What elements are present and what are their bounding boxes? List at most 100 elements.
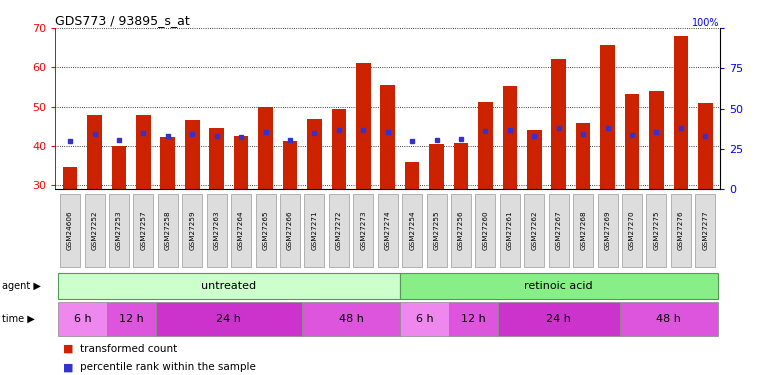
Bar bbox=[503, 86, 517, 189]
Text: 6 h: 6 h bbox=[73, 314, 91, 324]
Text: 48 h: 48 h bbox=[656, 314, 681, 324]
FancyBboxPatch shape bbox=[475, 194, 495, 267]
FancyBboxPatch shape bbox=[109, 194, 129, 267]
FancyBboxPatch shape bbox=[60, 194, 80, 267]
Text: untreated: untreated bbox=[201, 281, 256, 291]
Text: 48 h: 48 h bbox=[339, 314, 363, 324]
FancyBboxPatch shape bbox=[622, 194, 642, 267]
Text: ■: ■ bbox=[63, 344, 74, 354]
Bar bbox=[624, 94, 639, 189]
Text: GSM27273: GSM27273 bbox=[360, 211, 367, 251]
FancyBboxPatch shape bbox=[206, 194, 226, 267]
Text: GSM27269: GSM27269 bbox=[604, 211, 611, 251]
Bar bbox=[87, 116, 102, 189]
Text: GSM27256: GSM27256 bbox=[458, 211, 464, 251]
Bar bbox=[136, 116, 151, 189]
Bar bbox=[429, 144, 444, 189]
Bar bbox=[356, 63, 370, 189]
FancyBboxPatch shape bbox=[58, 273, 400, 298]
FancyBboxPatch shape bbox=[402, 194, 422, 267]
Bar bbox=[209, 128, 224, 189]
Text: GSM27271: GSM27271 bbox=[311, 211, 317, 251]
FancyBboxPatch shape bbox=[256, 194, 276, 267]
Bar bbox=[576, 123, 591, 189]
Text: GSM27253: GSM27253 bbox=[116, 211, 122, 251]
Text: GSM27252: GSM27252 bbox=[92, 211, 98, 251]
Text: 24 h: 24 h bbox=[546, 314, 571, 324]
Text: GSM27263: GSM27263 bbox=[214, 211, 219, 251]
Text: GSM27274: GSM27274 bbox=[385, 211, 390, 251]
Text: GSM27258: GSM27258 bbox=[165, 211, 171, 251]
Bar bbox=[185, 120, 199, 189]
Text: percentile rank within the sample: percentile rank within the sample bbox=[80, 363, 256, 372]
Text: 100%: 100% bbox=[692, 18, 720, 28]
Text: GSM27262: GSM27262 bbox=[531, 211, 537, 251]
FancyBboxPatch shape bbox=[329, 194, 349, 267]
Bar bbox=[160, 137, 175, 189]
FancyBboxPatch shape bbox=[133, 194, 153, 267]
FancyBboxPatch shape bbox=[280, 194, 300, 267]
Bar bbox=[674, 36, 688, 189]
Text: GSM27267: GSM27267 bbox=[556, 211, 561, 251]
Bar bbox=[405, 162, 420, 189]
Text: GSM27266: GSM27266 bbox=[287, 211, 293, 251]
Bar bbox=[454, 143, 468, 189]
Text: agent ▶: agent ▶ bbox=[2, 281, 40, 291]
Text: GSM27254: GSM27254 bbox=[409, 211, 415, 251]
Text: GSM27270: GSM27270 bbox=[629, 211, 635, 251]
FancyBboxPatch shape bbox=[302, 302, 400, 336]
Text: transformed count: transformed count bbox=[80, 344, 177, 354]
FancyBboxPatch shape bbox=[497, 302, 620, 336]
Text: GSM24606: GSM24606 bbox=[67, 211, 73, 251]
Bar bbox=[112, 146, 126, 189]
Bar bbox=[527, 130, 541, 189]
Bar bbox=[601, 45, 615, 189]
FancyBboxPatch shape bbox=[377, 194, 398, 267]
FancyBboxPatch shape bbox=[449, 302, 497, 336]
FancyBboxPatch shape bbox=[524, 194, 544, 267]
Text: retinoic acid: retinoic acid bbox=[524, 281, 593, 291]
Bar bbox=[258, 107, 273, 189]
Text: ■: ■ bbox=[63, 363, 74, 372]
Bar bbox=[63, 166, 78, 189]
Text: GSM27276: GSM27276 bbox=[678, 211, 684, 251]
Bar bbox=[283, 141, 297, 189]
FancyBboxPatch shape bbox=[158, 194, 178, 267]
FancyBboxPatch shape bbox=[58, 302, 107, 336]
FancyBboxPatch shape bbox=[107, 302, 156, 336]
Text: 12 h: 12 h bbox=[460, 314, 486, 324]
FancyBboxPatch shape bbox=[400, 302, 449, 336]
Text: GSM27272: GSM27272 bbox=[336, 211, 342, 251]
FancyBboxPatch shape bbox=[156, 302, 302, 336]
Text: GSM27261: GSM27261 bbox=[507, 211, 513, 251]
FancyBboxPatch shape bbox=[695, 194, 715, 267]
Bar bbox=[332, 109, 346, 189]
Text: GSM27277: GSM27277 bbox=[702, 211, 708, 251]
FancyBboxPatch shape bbox=[182, 194, 203, 267]
Text: GSM27260: GSM27260 bbox=[483, 211, 488, 251]
Text: GSM27275: GSM27275 bbox=[654, 211, 659, 251]
FancyBboxPatch shape bbox=[671, 194, 691, 267]
Text: 6 h: 6 h bbox=[416, 314, 434, 324]
FancyBboxPatch shape bbox=[304, 194, 324, 267]
Text: 24 h: 24 h bbox=[216, 314, 241, 324]
FancyBboxPatch shape bbox=[598, 194, 618, 267]
Bar bbox=[478, 102, 493, 189]
Bar bbox=[307, 119, 322, 189]
Bar bbox=[649, 91, 664, 189]
Bar bbox=[698, 103, 712, 189]
FancyBboxPatch shape bbox=[549, 194, 569, 267]
Text: GSM27268: GSM27268 bbox=[580, 211, 586, 251]
Text: GSM27259: GSM27259 bbox=[189, 211, 196, 251]
FancyBboxPatch shape bbox=[573, 194, 593, 267]
FancyBboxPatch shape bbox=[646, 194, 667, 267]
Bar bbox=[551, 59, 566, 189]
Bar bbox=[380, 85, 395, 189]
Text: time ▶: time ▶ bbox=[2, 314, 35, 324]
Text: GSM27265: GSM27265 bbox=[263, 211, 269, 251]
FancyBboxPatch shape bbox=[500, 194, 520, 267]
Text: 12 h: 12 h bbox=[119, 314, 143, 324]
Text: GSM27264: GSM27264 bbox=[238, 211, 244, 251]
FancyBboxPatch shape bbox=[451, 194, 471, 267]
FancyBboxPatch shape bbox=[620, 302, 718, 336]
